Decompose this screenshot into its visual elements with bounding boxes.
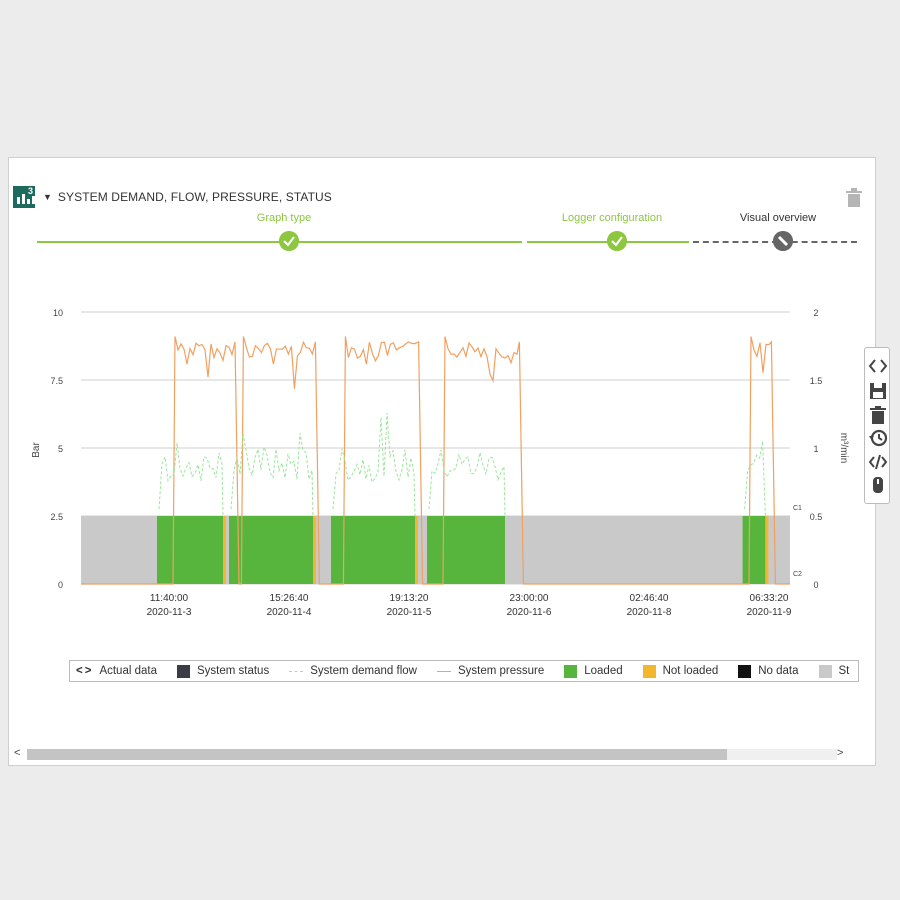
graph-panel: 3 ▼ SYSTEM DEMAND, FLOW, PRESSURE, STATU… [8, 157, 876, 766]
legend-label: Not loaded [662, 665, 719, 677]
right-tick-label: 0 [813, 580, 818, 590]
chart-legend: <> Actual data System status System demand … [69, 660, 859, 682]
step-logger-configuration[interactable]: Logger configuration [561, 212, 663, 224]
legend-swatch [564, 664, 578, 678]
wizard-steps: Graph type Logger configuration Visual o… [9, 206, 875, 256]
x-tick-time: 19:13:20 [390, 593, 429, 604]
right-tick-label: 1.5 [810, 376, 823, 386]
step-graph-type[interactable]: Graph type [256, 212, 312, 224]
left-tick-label: 0 [58, 580, 63, 590]
x-tick-date: 2020-11-4 [267, 607, 312, 618]
left-tick-label: 7.5 [50, 376, 63, 386]
collapse-caret-icon[interactable]: ▼ [43, 192, 52, 202]
legend-item[interactable]: No data [738, 664, 799, 678]
band-label-c2: C2 [793, 571, 802, 578]
x-tick-date: 2020-11-5 [387, 607, 432, 618]
not-loaded-marker [765, 516, 769, 584]
legend-label: Loaded [584, 665, 623, 677]
left-tick-label: 10 [53, 308, 63, 318]
legend-item[interactable]: Not loaded [642, 664, 719, 678]
legend-item[interactable]: System status [176, 664, 270, 678]
left-tick-label: 2.5 [50, 512, 63, 522]
x-tick-time: 02:46:40 [630, 593, 669, 604]
x-tick-date: 2020-11-8 [627, 607, 672, 618]
legend-item[interactable]: System demand flow [289, 665, 417, 677]
loaded-period [229, 516, 313, 584]
scroll-right-icon[interactable]: > [837, 747, 844, 759]
code-icon[interactable] [868, 356, 888, 376]
legend-label: St [838, 665, 850, 677]
legend-label: System pressure [457, 665, 545, 677]
horizontal-scrollbar[interactable]: < > [9, 745, 854, 763]
save-icon[interactable] [868, 381, 888, 401]
delete-graph-icon[interactable] [845, 188, 863, 208]
right-axis-label: m³/min [838, 433, 849, 464]
loaded-period [331, 516, 415, 584]
loaded-period [742, 516, 766, 584]
x-tick-date: 2020-11-6 [507, 607, 552, 618]
legend-label: Actual data [99, 665, 157, 677]
panel-header: 3 ▼ SYSTEM DEMAND, FLOW, PRESSURE, STATU… [13, 186, 332, 208]
right-tick-label: 0.5 [810, 512, 823, 522]
loaded-period [427, 516, 505, 584]
right-tick-label: 2 [813, 308, 818, 318]
not-loaded-marker [415, 516, 418, 584]
x-tick-time: 06:33:20 [750, 593, 789, 604]
check-icon [607, 231, 627, 251]
history-icon[interactable] [868, 428, 888, 448]
system-pressure-series [81, 336, 790, 585]
left-axis-label: Bar [31, 442, 42, 458]
not-loaded-marker [313, 516, 316, 584]
legend-swatch [176, 664, 190, 678]
scroll-left-icon[interactable]: < [14, 747, 21, 759]
embed-icon[interactable] [868, 452, 888, 472]
x-tick-time: 15:26:40 [270, 593, 309, 604]
step-visual-overview[interactable]: Visual overview [739, 212, 817, 224]
band-label-c1: C1 [793, 505, 802, 512]
legend-swatch [289, 670, 304, 672]
logo-superscript: 3 [27, 186, 33, 196]
x-tick-time: 23:00:00 [510, 593, 549, 604]
mouse-icon[interactable] [868, 475, 888, 495]
code-icon: <> [76, 665, 94, 677]
legend-swatch [818, 664, 832, 678]
trash-icon[interactable] [868, 405, 888, 425]
left-tick-label: 5 [58, 444, 63, 454]
status-chart: 0 0 2.5 0.5 5 1 7.5 1.5 10 2 Bar m³/min C1 C2 11:40:00… [31, 308, 849, 618]
legend-item[interactable]: <> Actual data [76, 665, 157, 677]
edit-icon [773, 231, 793, 251]
legend-label: System demand flow [310, 665, 417, 677]
legend-swatch [738, 664, 752, 678]
not-loaded-marker [223, 516, 226, 584]
legend-item[interactable]: Loaded [564, 664, 623, 678]
scroll-thumb[interactable] [27, 749, 727, 760]
x-tick-date: 2020-11-9 [747, 607, 792, 618]
legend-item[interactable]: St [818, 664, 850, 678]
legend-item[interactable]: System pressure [436, 665, 545, 677]
legend-label: No data [758, 665, 799, 677]
right-tick-label: 1 [813, 444, 818, 454]
legend-swatch [436, 670, 451, 672]
system-demand-flow-series [158, 412, 766, 517]
app-logo: 3 [13, 186, 35, 208]
check-icon [279, 231, 299, 251]
legend-swatch [642, 664, 656, 678]
x-tick-time: 11:40:00 [150, 593, 189, 604]
legend-label: System status [196, 665, 270, 677]
panel-title: SYSTEM DEMAND, FLOW, PRESSURE, STATUS [57, 190, 332, 204]
x-tick-date: 2020-11-3 [147, 607, 192, 618]
side-toolbar [864, 347, 890, 504]
loaded-period [157, 516, 223, 584]
